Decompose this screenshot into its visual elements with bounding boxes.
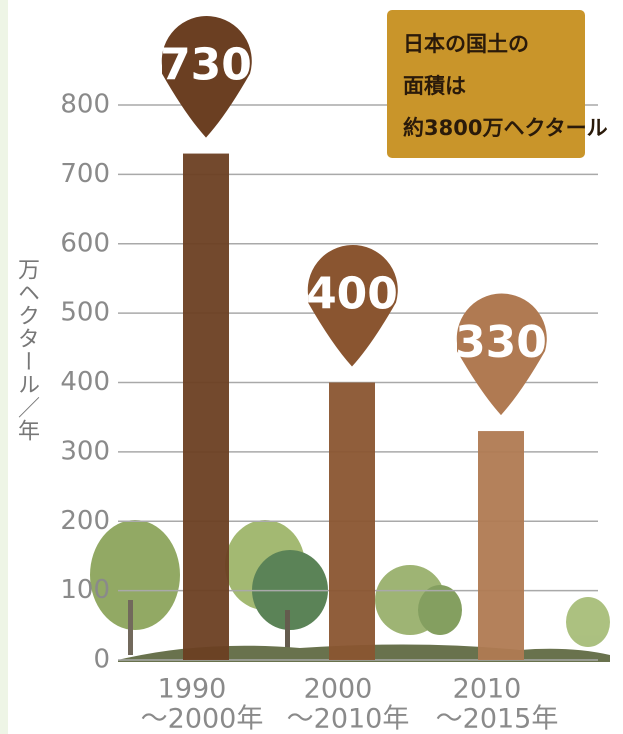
- y-tick-label: 600: [60, 228, 110, 258]
- y-tick-label: 500: [60, 298, 110, 328]
- note-line: 面積は: [403, 74, 466, 98]
- note-line: 約3800万ヘクタール: [403, 116, 608, 140]
- value-label: 330: [455, 317, 547, 368]
- side-stripe: [0, 0, 8, 734]
- x-tick-label: 2000: [304, 674, 373, 705]
- x-tick-label: 〜2015年: [436, 704, 559, 734]
- x-tick-label: 〜2010年: [287, 704, 410, 734]
- x-tick-label: 2010: [453, 674, 522, 705]
- bar: [329, 383, 375, 661]
- value-label: 400: [306, 269, 398, 320]
- chart: 0 100 200 300 400 500 600 700 800 730 400 330 日本の国…: [0, 0, 623, 734]
- y-tick-label: 0: [93, 645, 110, 675]
- y-tick-label: 800: [60, 90, 110, 120]
- x-tick-label: 〜2000年: [141, 704, 264, 734]
- note-line: 日本の国土の: [403, 32, 529, 56]
- y-tick-label: 200: [60, 506, 110, 536]
- x-tick-label: 1990: [158, 674, 227, 705]
- value-label: 730: [160, 40, 252, 91]
- bar: [478, 431, 524, 660]
- y-tick-label: 100: [60, 575, 110, 605]
- y-tick-label: 700: [60, 159, 110, 189]
- bar: [183, 154, 229, 660]
- y-axis-label: 万ヘクタール／年: [10, 258, 42, 442]
- y-tick-label: 300: [60, 436, 110, 466]
- y-tick-label: 400: [60, 367, 110, 397]
- page: 0 100 200 300 400 500 600 700 800 730 400 330 日本の国…: [0, 0, 623, 734]
